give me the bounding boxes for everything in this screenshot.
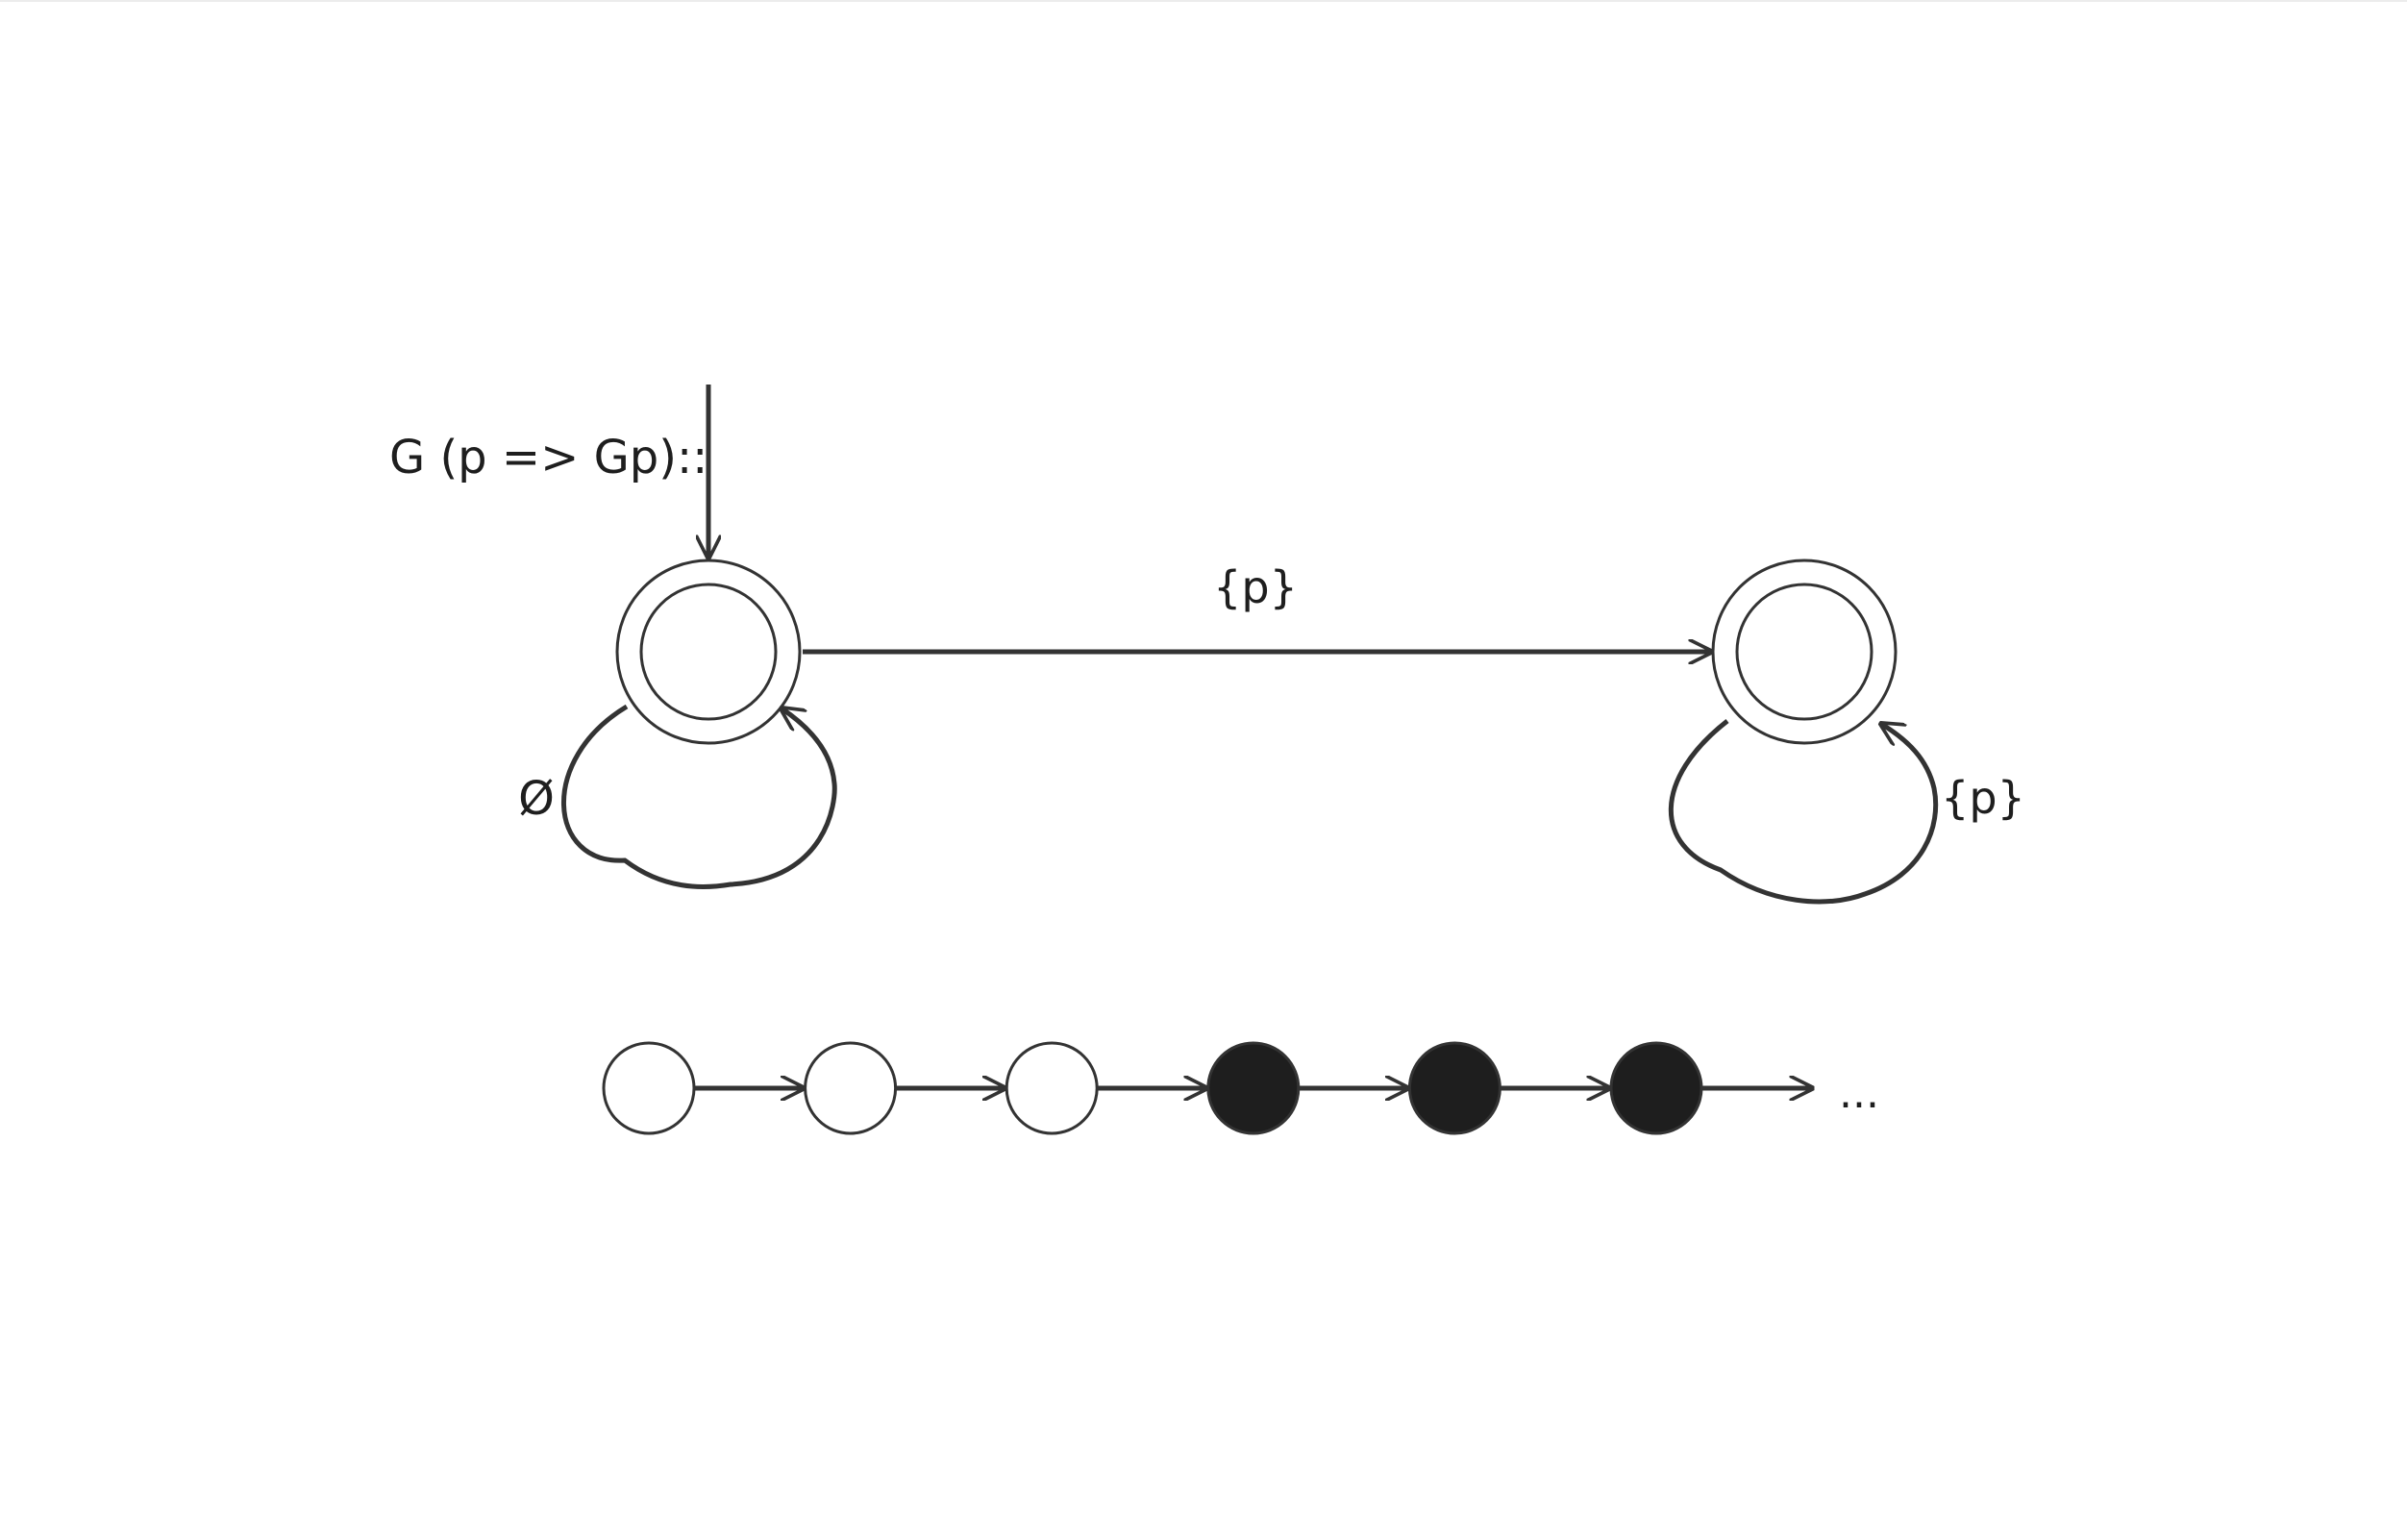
trace-row <box>602 1041 1812 1135</box>
self-loop-q0 <box>561 704 837 889</box>
trace-node-2 <box>804 1041 898 1135</box>
self-loop-q1-label: {p} <box>1941 772 2025 824</box>
top-border <box>0 0 2407 2</box>
state-q0 <box>615 559 802 745</box>
trace-node-1 <box>602 1041 696 1135</box>
self-loop-q1 <box>1668 719 1939 905</box>
state-q1-inner-ring <box>1735 583 1873 721</box>
state-q1 <box>1711 559 1898 745</box>
trace-node-3 <box>1005 1041 1099 1135</box>
formula-label: G (p => Gp):: <box>389 431 707 484</box>
state-q1-outer-ring <box>1711 559 1898 745</box>
transition-q0-q1-label: {p} <box>1213 561 1298 613</box>
trace-node-6 <box>1609 1041 1703 1135</box>
trace-node-5 <box>1407 1041 1501 1135</box>
trace-node-4 <box>1206 1041 1301 1135</box>
state-q0-outer-ring <box>615 559 802 745</box>
trace-continuation: ... <box>1839 1069 1879 1118</box>
state-q0-inner-ring <box>639 583 778 721</box>
self-loop-q0-label: Ø <box>518 772 555 826</box>
